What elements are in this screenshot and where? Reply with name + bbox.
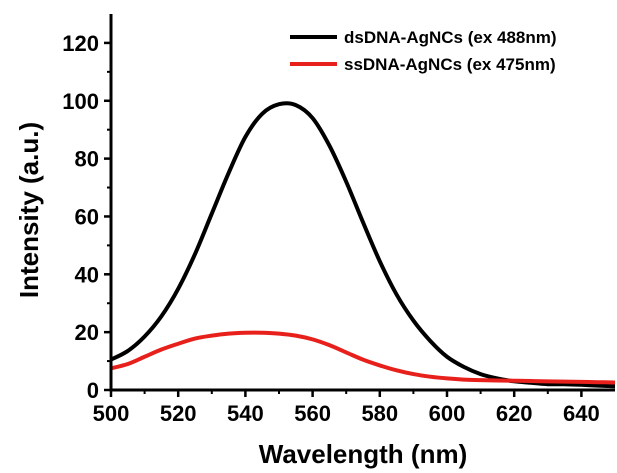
y-tick-label: 60 <box>75 204 99 229</box>
x-tick-label: 620 <box>496 401 533 426</box>
x-tick-label: 540 <box>227 401 264 426</box>
series-layer <box>111 101 615 389</box>
y-tick-label: 100 <box>62 89 99 114</box>
series-line-1 <box>111 101 615 389</box>
x-tick-label: 560 <box>294 401 331 426</box>
x-tick-label: 500 <box>93 401 130 426</box>
legend: dsDNA-AgNCs (ex 488nm) ssDNA-AgNCs (ex 47… <box>290 28 557 74</box>
y-tick-label: 20 <box>75 320 99 345</box>
y-tick-label: 120 <box>62 31 99 56</box>
x-axis-title: Wavelength (nm) <box>259 439 467 469</box>
axes-layer <box>109 14 615 392</box>
y-tick-label: 80 <box>75 147 99 172</box>
x-tick-label: 600 <box>429 401 466 426</box>
legend-label-1: dsDNA-AgNCs (ex 488nm) <box>344 28 557 47</box>
x-tick-label: 520 <box>160 401 197 426</box>
x-tick-label: 580 <box>361 401 398 426</box>
y-tick-label: 40 <box>75 262 99 287</box>
y-tick-label: 0 <box>87 378 99 403</box>
legend-label-2: ssDNA-AgNCs (ex 475nm) <box>344 55 556 74</box>
ticks-layer: 500 520 540 560 580 600 620 640 0 20 40 60 80 100 120 <box>62 31 599 426</box>
y-axis-title: Intensity (a.u.) <box>14 122 44 298</box>
x-tick-label: 640 <box>563 401 600 426</box>
series-line-2 <box>111 330 615 385</box>
